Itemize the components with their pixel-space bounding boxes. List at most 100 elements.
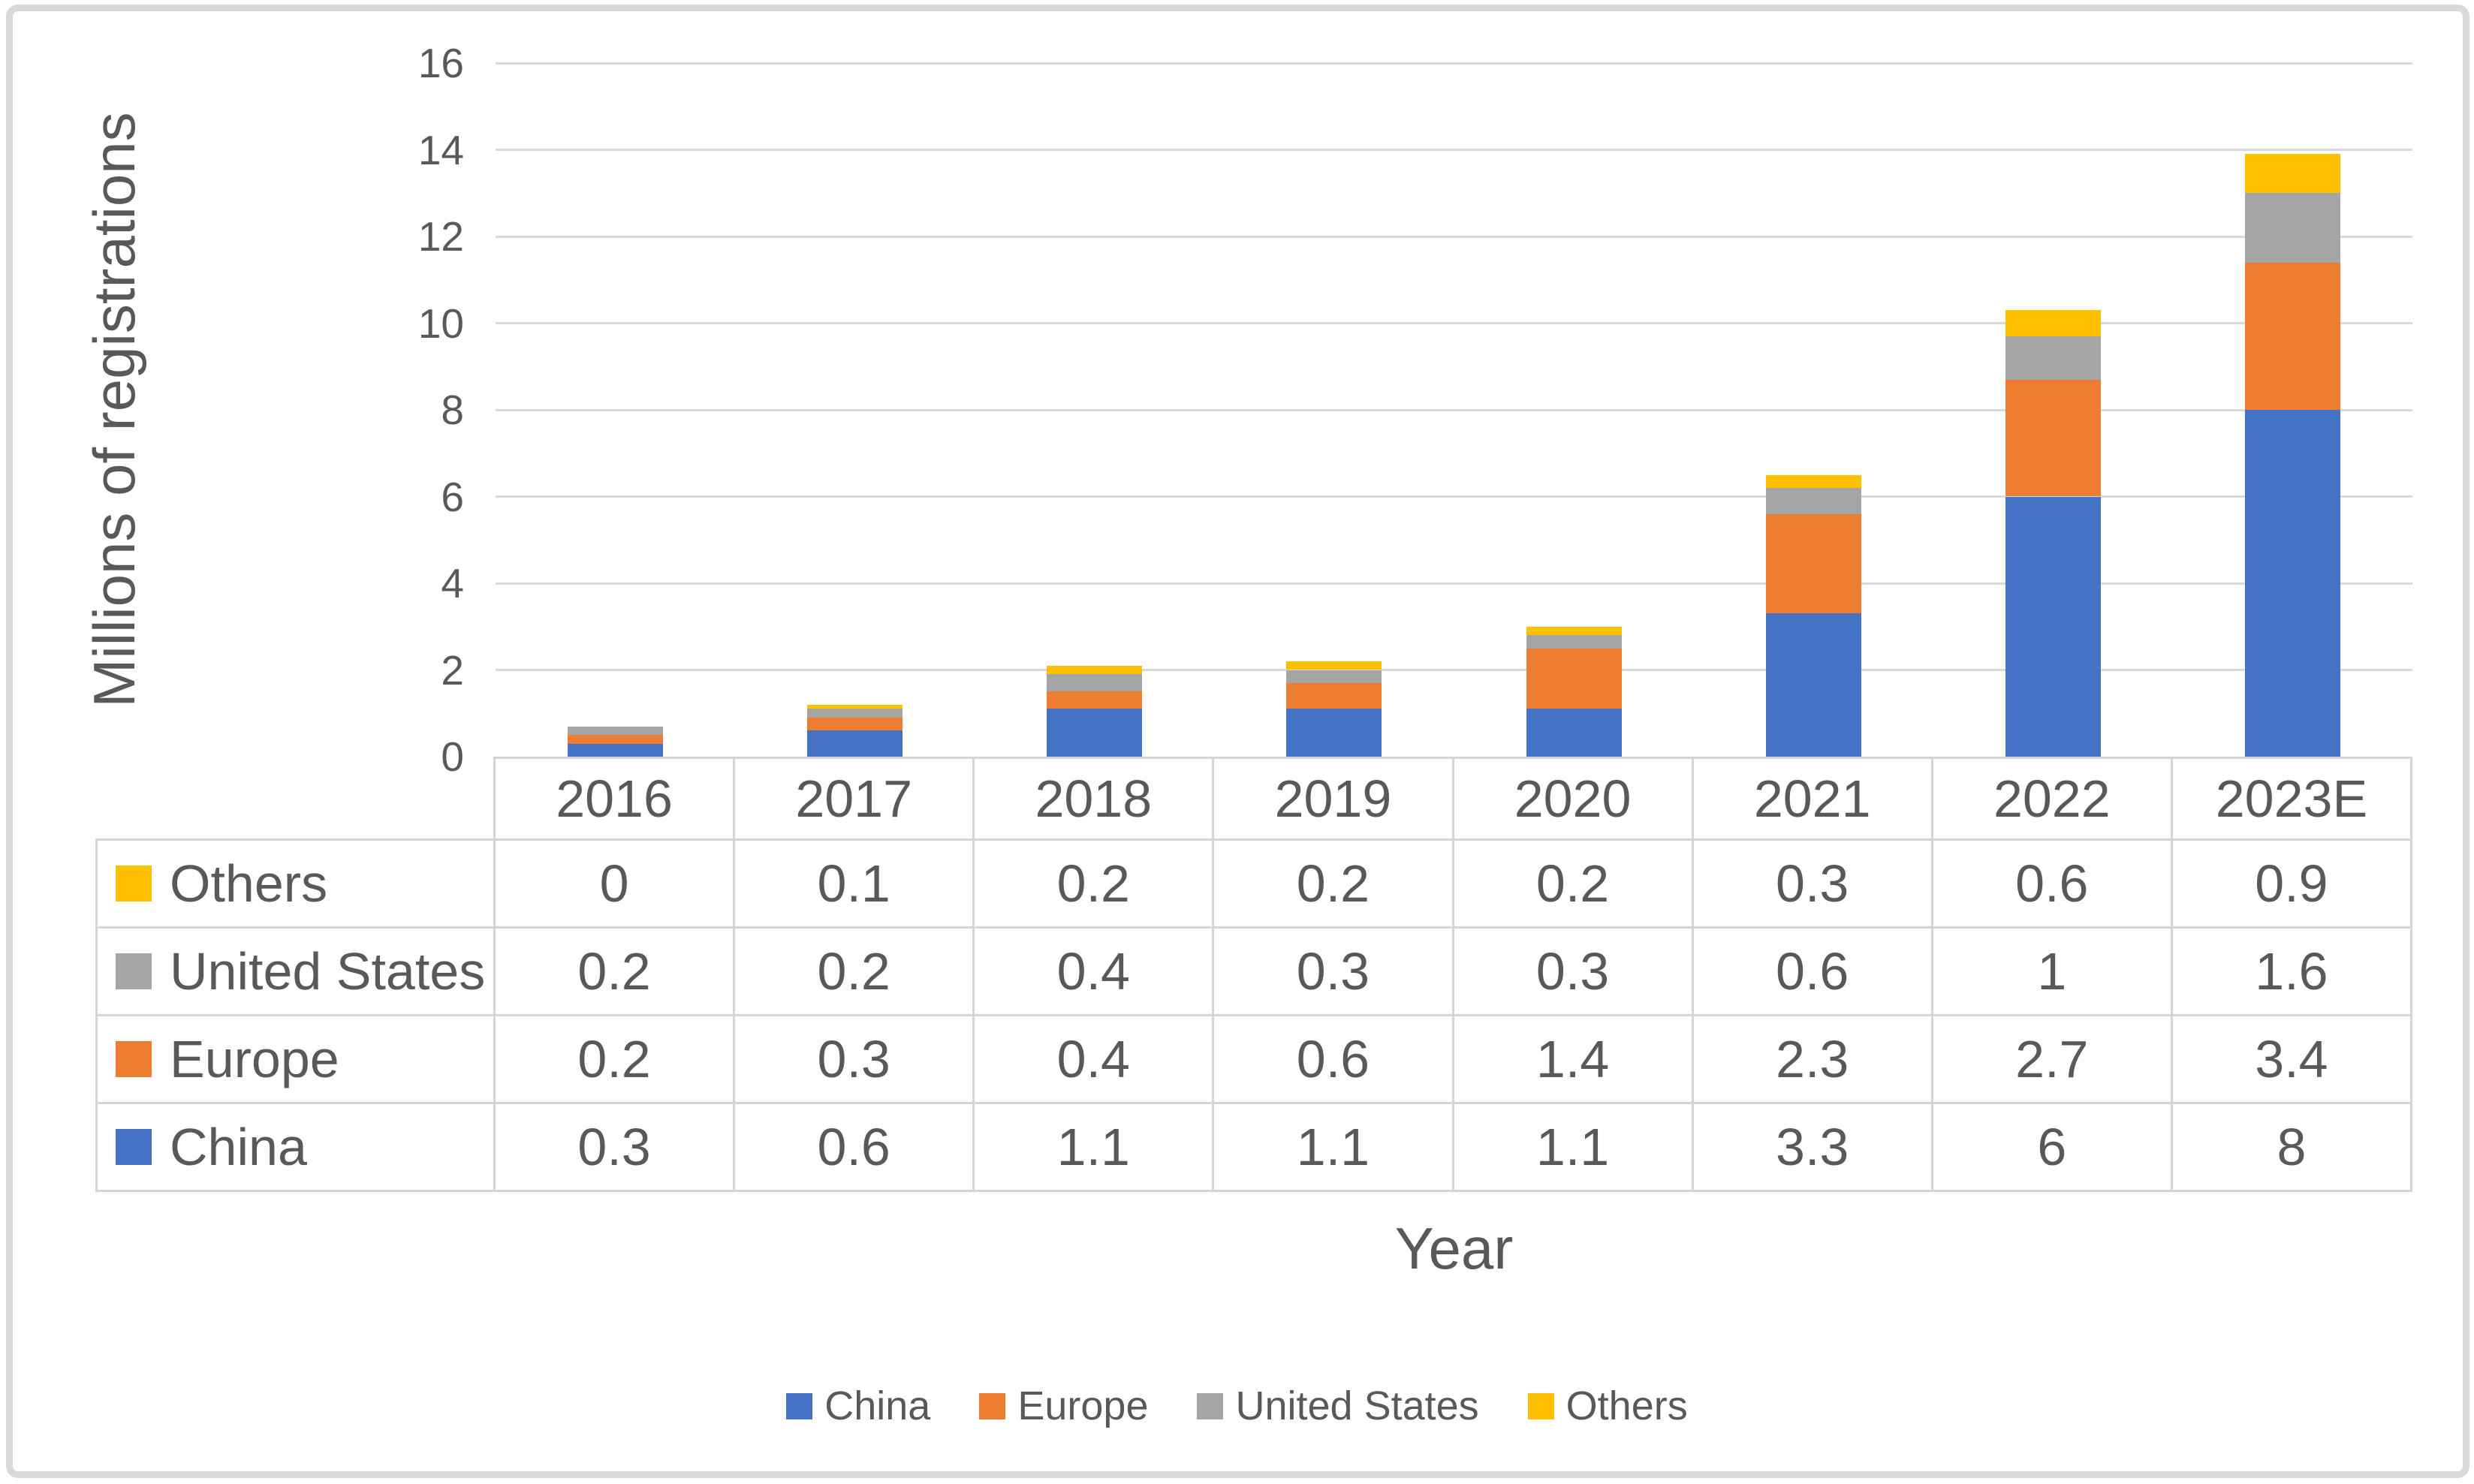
x-tick-label-2017: 2017 <box>735 757 975 841</box>
bar-2022-others <box>2005 310 2101 336</box>
series-key-swatch-china <box>116 1129 152 1165</box>
gridline-y-6 <box>496 495 2412 498</box>
x-tick-label-2022: 2022 <box>1933 757 2173 841</box>
table-value-united-states-2020: 0.3 <box>1454 929 1694 1016</box>
table-value-others-2022: 0.6 <box>1933 841 2173 929</box>
y-axis-title: Millions of registrations <box>81 112 147 708</box>
chart-legend: China Europe United States Others <box>0 1380 2474 1432</box>
bar-2018-united-states <box>1047 674 1143 692</box>
bar-2019-europe <box>1286 682 1382 709</box>
table-row-label-others: Others <box>95 841 496 929</box>
bar-2017-others <box>807 704 903 709</box>
bar-2020-united-states <box>1526 635 1622 649</box>
table-value-europe-2018: 0.4 <box>975 1016 1215 1104</box>
gridline-y-14 <box>496 149 2412 151</box>
bar-2023e-china <box>2244 410 2340 757</box>
legend-label: United States <box>1235 1383 1479 1428</box>
x-tick-label-2020: 2020 <box>1454 757 1694 841</box>
table-value-europe-2022: 2.7 <box>1933 1016 2173 1104</box>
table-value-united-states-2023e: 1.6 <box>2172 929 2412 1016</box>
table-row-label-united-states: United States <box>95 929 496 1016</box>
bar-2020-china <box>1526 709 1622 757</box>
bar-2021-united-states <box>1765 487 1861 514</box>
y-tick-label-0: 0 <box>441 733 464 780</box>
bar-2016-united-states <box>568 726 664 736</box>
legend-label: Europe <box>1017 1383 1149 1428</box>
y-tick-label-8: 8 <box>441 387 464 433</box>
series-key-swatch-united-states <box>116 953 152 989</box>
bar-2021-others <box>1765 474 1861 488</box>
legend-item-china: China <box>786 1383 930 1429</box>
series-name: Others <box>170 854 328 913</box>
table-value-united-states-2017: 0.2 <box>735 929 975 1016</box>
bar-2018-europe <box>1047 691 1143 709</box>
gridline-y-4 <box>496 582 2412 585</box>
bar-2016-europe <box>568 735 664 744</box>
table-value-china-2023e: 8 <box>2172 1104 2412 1192</box>
table-value-united-states-2018: 0.4 <box>975 929 1215 1016</box>
series-name: United States <box>170 942 486 1001</box>
table-value-others-2016: 0 <box>496 841 736 929</box>
table-value-europe-2019: 0.6 <box>1214 1016 1454 1104</box>
x-tick-label-2018: 2018 <box>975 757 1215 841</box>
bar-2019-united-states <box>1286 670 1382 683</box>
bar-2021-europe <box>1765 513 1861 614</box>
bar-2023e-europe <box>2244 262 2340 410</box>
table-value-others-2019: 0.2 <box>1214 841 1454 929</box>
gridline-y-8 <box>496 408 2412 411</box>
data-table: 2016 2017 2018 2019 2020 2021 2022 2023E Others 0… <box>95 757 2412 1192</box>
bar-2023e-others <box>2244 154 2340 194</box>
table-value-china-2017: 0.6 <box>735 1104 975 1192</box>
bar-2017-europe <box>807 718 903 731</box>
series-key-swatch-europe <box>116 1041 152 1077</box>
y-tick-label-12: 12 <box>417 213 464 260</box>
legend-label: China <box>824 1383 931 1428</box>
table-value-china-2022: 6 <box>1933 1104 2173 1192</box>
y-tick-label-10: 10 <box>417 300 464 347</box>
table-value-china-2016: 0.3 <box>496 1104 736 1192</box>
legend-swatch-europe <box>979 1392 1006 1419</box>
table-value-united-states-2019: 0.3 <box>1214 929 1454 1016</box>
x-tick-label-2021: 2021 <box>1693 757 1933 841</box>
table-value-china-2018: 1.1 <box>975 1104 1215 1192</box>
table-value-china-2020: 1.1 <box>1454 1104 1694 1192</box>
x-axis-title: Year <box>1394 1215 1514 1281</box>
table-value-europe-2020: 1.4 <box>1454 1016 1694 1104</box>
table-value-others-2020: 0.2 <box>1454 841 1694 929</box>
y-tick-label-6: 6 <box>441 473 464 520</box>
x-tick-label-2019: 2019 <box>1214 757 1454 841</box>
bar-2017-united-states <box>807 709 903 718</box>
table-value-others-2021: 0.3 <box>1693 841 1933 929</box>
bar-2019-others <box>1286 661 1382 670</box>
table-value-united-states-2021: 0.6 <box>1693 929 1933 1016</box>
table-value-others-2018: 0.2 <box>975 841 1215 929</box>
bar-2022-china <box>2005 496 2101 757</box>
bar-2016-china <box>568 743 664 757</box>
series-name: China <box>170 1118 307 1176</box>
gridline-y-10 <box>496 322 2412 324</box>
bar-2022-europe <box>2005 379 2101 497</box>
gridline-y-16 <box>496 62 2412 65</box>
table-value-china-2019: 1.1 <box>1214 1104 1454 1192</box>
table-value-europe-2021: 2.3 <box>1693 1016 1933 1104</box>
bar-2023e-united-states <box>2244 193 2340 263</box>
legend-item-europe: Europe <box>979 1383 1148 1429</box>
y-tick-label-16: 16 <box>417 40 464 86</box>
table-value-united-states-2016: 0.2 <box>496 929 736 1016</box>
table-value-china-2021: 3.3 <box>1693 1104 1933 1192</box>
x-tick-label-2023e: 2023E <box>2172 757 2412 841</box>
bar-2019-china <box>1286 709 1382 757</box>
bar-2020-others <box>1526 626 1622 636</box>
table-value-others-2017: 0.1 <box>735 841 975 929</box>
bar-2017-china <box>807 730 903 757</box>
gridline-y-2 <box>496 669 2412 671</box>
series-name: Europe <box>170 1030 339 1088</box>
legend-item-others: Others <box>1527 1383 1688 1429</box>
table-corner-cell <box>95 757 496 841</box>
x-tick-label-2016: 2016 <box>496 757 736 841</box>
bar-2020-europe <box>1526 648 1622 709</box>
bar-2018-china <box>1047 709 1143 757</box>
bar-2018-others <box>1047 665 1143 675</box>
legend-swatch-others <box>1527 1392 1554 1419</box>
table-value-europe-2016: 0.2 <box>496 1016 736 1104</box>
